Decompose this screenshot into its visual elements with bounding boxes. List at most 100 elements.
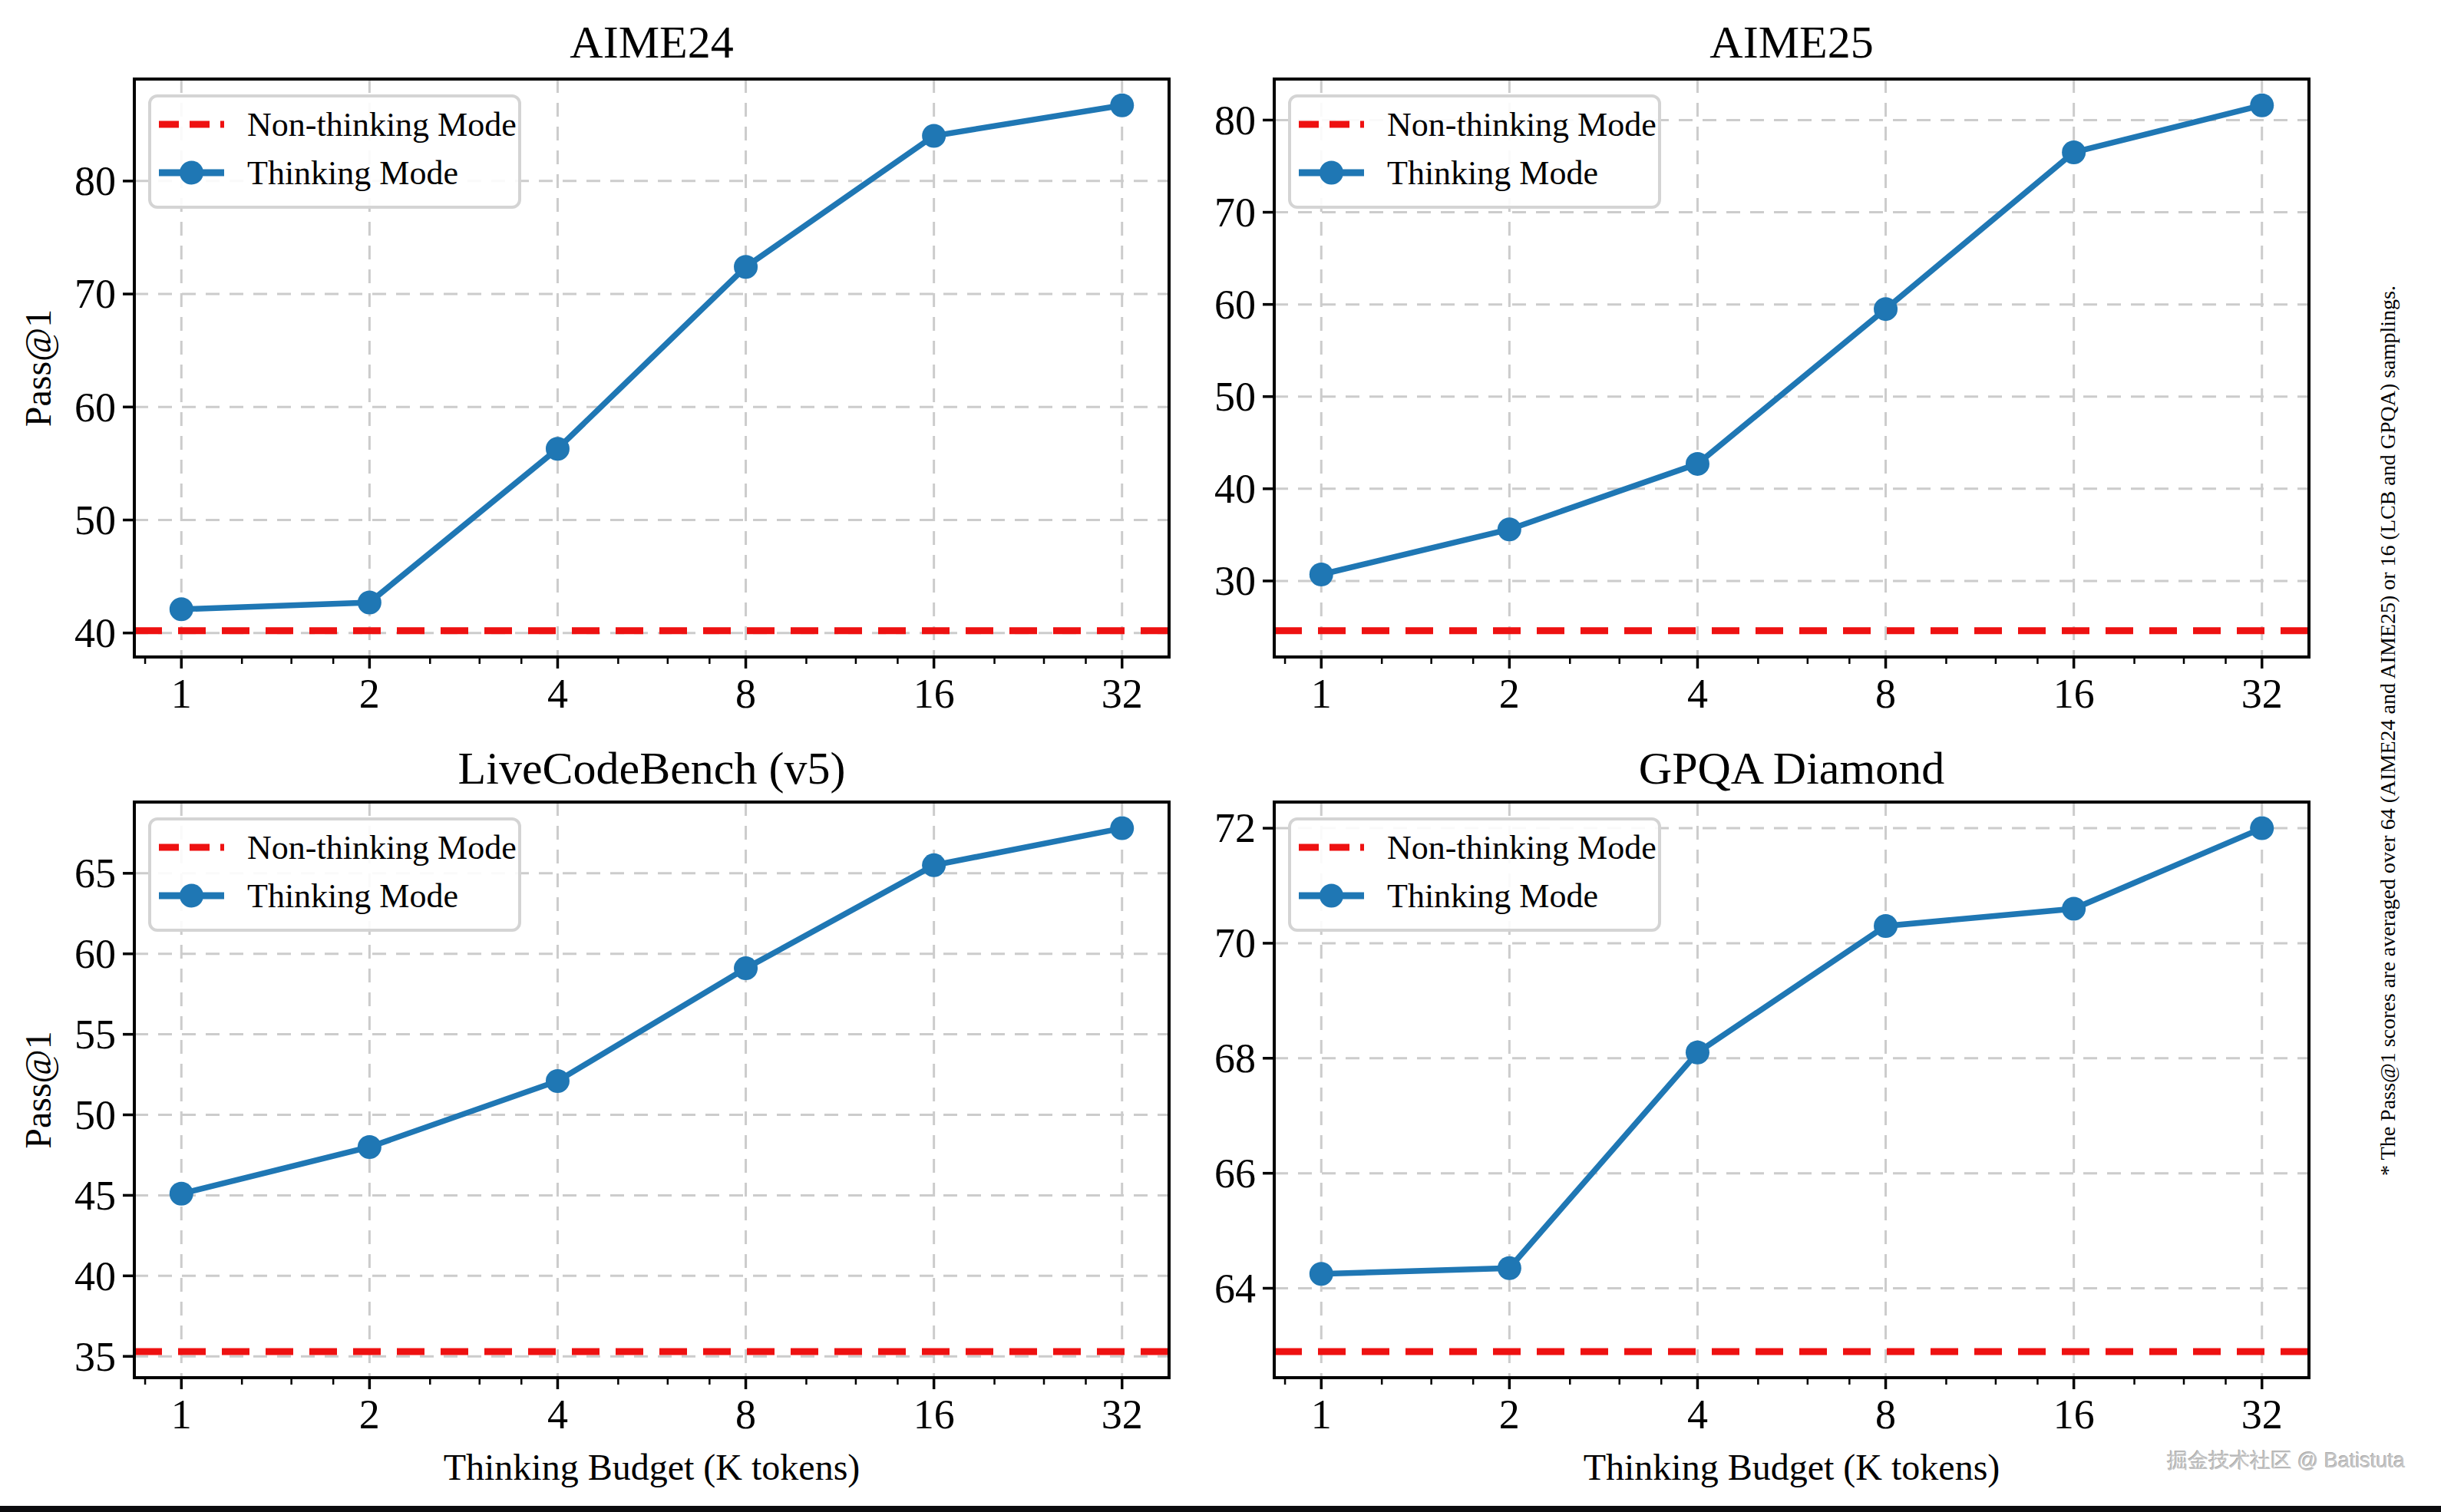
chart-title: GPQA Diamond bbox=[1639, 743, 1944, 794]
y-tick-label: 60 bbox=[74, 385, 116, 431]
x-tick-label: 16 bbox=[913, 1392, 955, 1438]
data-point bbox=[1686, 1041, 1709, 1065]
y-tick-label: 45 bbox=[74, 1173, 116, 1219]
y-tick-label: 50 bbox=[74, 497, 116, 543]
x-tick-label: 8 bbox=[1875, 1392, 1896, 1438]
legend: Non-thinking Mode Thinking Mode bbox=[1290, 819, 1660, 930]
x-tick-label: 1 bbox=[1311, 1392, 1332, 1438]
x-axis-label: Thinking Budget (K tokens) bbox=[1584, 1447, 2000, 1488]
footer-bar bbox=[0, 1506, 2441, 1512]
data-point bbox=[2062, 140, 2086, 164]
chart-gpqa-diamond: Non-thinking ModeThinking Mode1248163264… bbox=[1214, 743, 2309, 1488]
data-point bbox=[170, 1182, 193, 1206]
y-tick-label: 50 bbox=[74, 1092, 116, 1138]
y-axis-label: Pass@1 bbox=[18, 309, 58, 428]
legend: Non-thinking Mode Thinking Mode bbox=[150, 96, 520, 207]
legend: Non-thinking Mode Thinking Mode bbox=[1290, 96, 1660, 207]
y-tick-label: 66 bbox=[1214, 1151, 1256, 1197]
data-point bbox=[1310, 1262, 1333, 1286]
y-tick-label: 80 bbox=[74, 158, 116, 204]
y-tick-label: 40 bbox=[74, 610, 116, 656]
y-tick-label: 68 bbox=[1214, 1035, 1256, 1081]
data-point bbox=[922, 853, 946, 877]
y-axis-label: Pass@1 bbox=[18, 1031, 58, 1149]
x-tick-label: 16 bbox=[2053, 671, 2095, 717]
legend-non-thinking-label: Non-thinking Mode bbox=[247, 106, 517, 144]
legend-thinking-label: Thinking Mode bbox=[1387, 154, 1598, 192]
benchmark-charts: Non-thinking Mode Thinking Mode 1 2 4 8 16 32 40… bbox=[0, 0, 2441, 1512]
chart-aime24: Non-thinking Mode Thinking Mode 1 2 4 8 16 32 40… bbox=[18, 17, 1169, 717]
x-tick-label: 16 bbox=[2053, 1392, 2095, 1438]
data-point bbox=[1874, 914, 1898, 938]
chart-livecodebench-v5: Non-thinking ModeThinking Mode1248163235… bbox=[18, 743, 1169, 1488]
y-tick-label: 72 bbox=[1214, 805, 1256, 851]
side-note: * The Pass@1 scores are averaged over 64… bbox=[2376, 286, 2400, 1176]
data-point bbox=[1110, 817, 1134, 840]
y-tick-label: 55 bbox=[74, 1012, 116, 1058]
watermark: 掘金技术社区 @ Batistuta bbox=[2168, 1447, 2405, 1474]
x-tick-label: 1 bbox=[1311, 671, 1332, 717]
y-tick-label: 40 bbox=[1214, 466, 1256, 512]
legend-non-thinking-label: Non-thinking Mode bbox=[1387, 106, 1657, 144]
chart-title: AIME25 bbox=[1709, 17, 1873, 68]
x-tick-label: 4 bbox=[547, 1392, 568, 1438]
x-tick-label: 32 bbox=[2241, 1392, 2283, 1438]
x-tick-label: 4 bbox=[547, 671, 568, 717]
x-tick-label: 32 bbox=[1102, 1392, 1143, 1438]
data-point bbox=[1110, 94, 1134, 117]
x-tick-label: 1 bbox=[171, 671, 192, 717]
x-tick-label: 2 bbox=[359, 1392, 380, 1438]
legend-non-thinking-label: Non-thinking Mode bbox=[247, 829, 517, 867]
legend-thinking-marker bbox=[1320, 161, 1343, 185]
data-point bbox=[1498, 1256, 1521, 1280]
y-tick-label: 50 bbox=[1214, 374, 1256, 420]
data-point bbox=[1498, 517, 1521, 541]
figure: Non-thinking Mode Thinking Mode 1 2 4 8 16 32 40… bbox=[0, 0, 2441, 1512]
y-tick-label: 60 bbox=[74, 931, 116, 977]
data-point bbox=[358, 1135, 382, 1159]
data-point bbox=[170, 597, 193, 621]
x-tick-label: 16 bbox=[913, 671, 955, 717]
x-tick-label: 2 bbox=[359, 671, 380, 717]
y-tick-label: 65 bbox=[74, 850, 116, 896]
legend-thinking-label: Thinking Mode bbox=[1387, 877, 1598, 915]
data-point bbox=[734, 255, 758, 279]
y-tick-label: 80 bbox=[1214, 97, 1256, 144]
y-tick-label: 60 bbox=[1214, 282, 1256, 328]
x-tick-label: 1 bbox=[171, 1392, 192, 1438]
x-axis-label: Thinking Budget (K tokens) bbox=[444, 1447, 860, 1488]
data-point bbox=[2062, 896, 2086, 920]
y-tick-label: 70 bbox=[1214, 920, 1256, 966]
data-point bbox=[358, 590, 382, 614]
data-point bbox=[1874, 297, 1898, 321]
y-tick-label: 30 bbox=[1214, 558, 1256, 604]
y-tick-label: 64 bbox=[1214, 1266, 1256, 1312]
data-point bbox=[1686, 452, 1709, 476]
x-tick-label: 32 bbox=[1102, 671, 1143, 717]
chart-title: AIME24 bbox=[570, 17, 733, 68]
x-tick-label: 8 bbox=[1875, 671, 1896, 717]
legend-thinking-marker bbox=[180, 161, 203, 185]
data-point bbox=[546, 437, 570, 461]
y-tick-label: 40 bbox=[74, 1253, 116, 1299]
legend-thinking-marker bbox=[180, 884, 203, 908]
x-tick-label: 8 bbox=[735, 671, 756, 717]
chart-aime25: Non-thinking Mode Thinking Mode 1 2 4 8 16 32 30… bbox=[1214, 17, 2309, 717]
legend: Non-thinking ModeThinking Mode bbox=[150, 819, 520, 930]
legend-thinking-marker bbox=[1320, 884, 1343, 908]
x-tick-label: 4 bbox=[1687, 671, 1708, 717]
data-point bbox=[2250, 94, 2274, 117]
chart-title: LiveCodeBench (v5) bbox=[458, 743, 846, 794]
y-tick-label: 70 bbox=[1214, 190, 1256, 236]
y-tick-label: 35 bbox=[74, 1334, 116, 1380]
y-tick-label: 70 bbox=[74, 271, 116, 317]
data-point bbox=[922, 124, 946, 147]
data-point bbox=[546, 1069, 570, 1093]
data-point bbox=[734, 956, 758, 980]
data-point bbox=[2250, 817, 2274, 840]
x-tick-label: 2 bbox=[1499, 671, 1520, 717]
x-tick-label: 4 bbox=[1687, 1392, 1708, 1438]
legend-non-thinking-label: Non-thinking Mode bbox=[1387, 829, 1657, 867]
x-tick-label: 32 bbox=[2241, 671, 2283, 717]
legend-thinking-label: Thinking Mode bbox=[247, 154, 458, 192]
